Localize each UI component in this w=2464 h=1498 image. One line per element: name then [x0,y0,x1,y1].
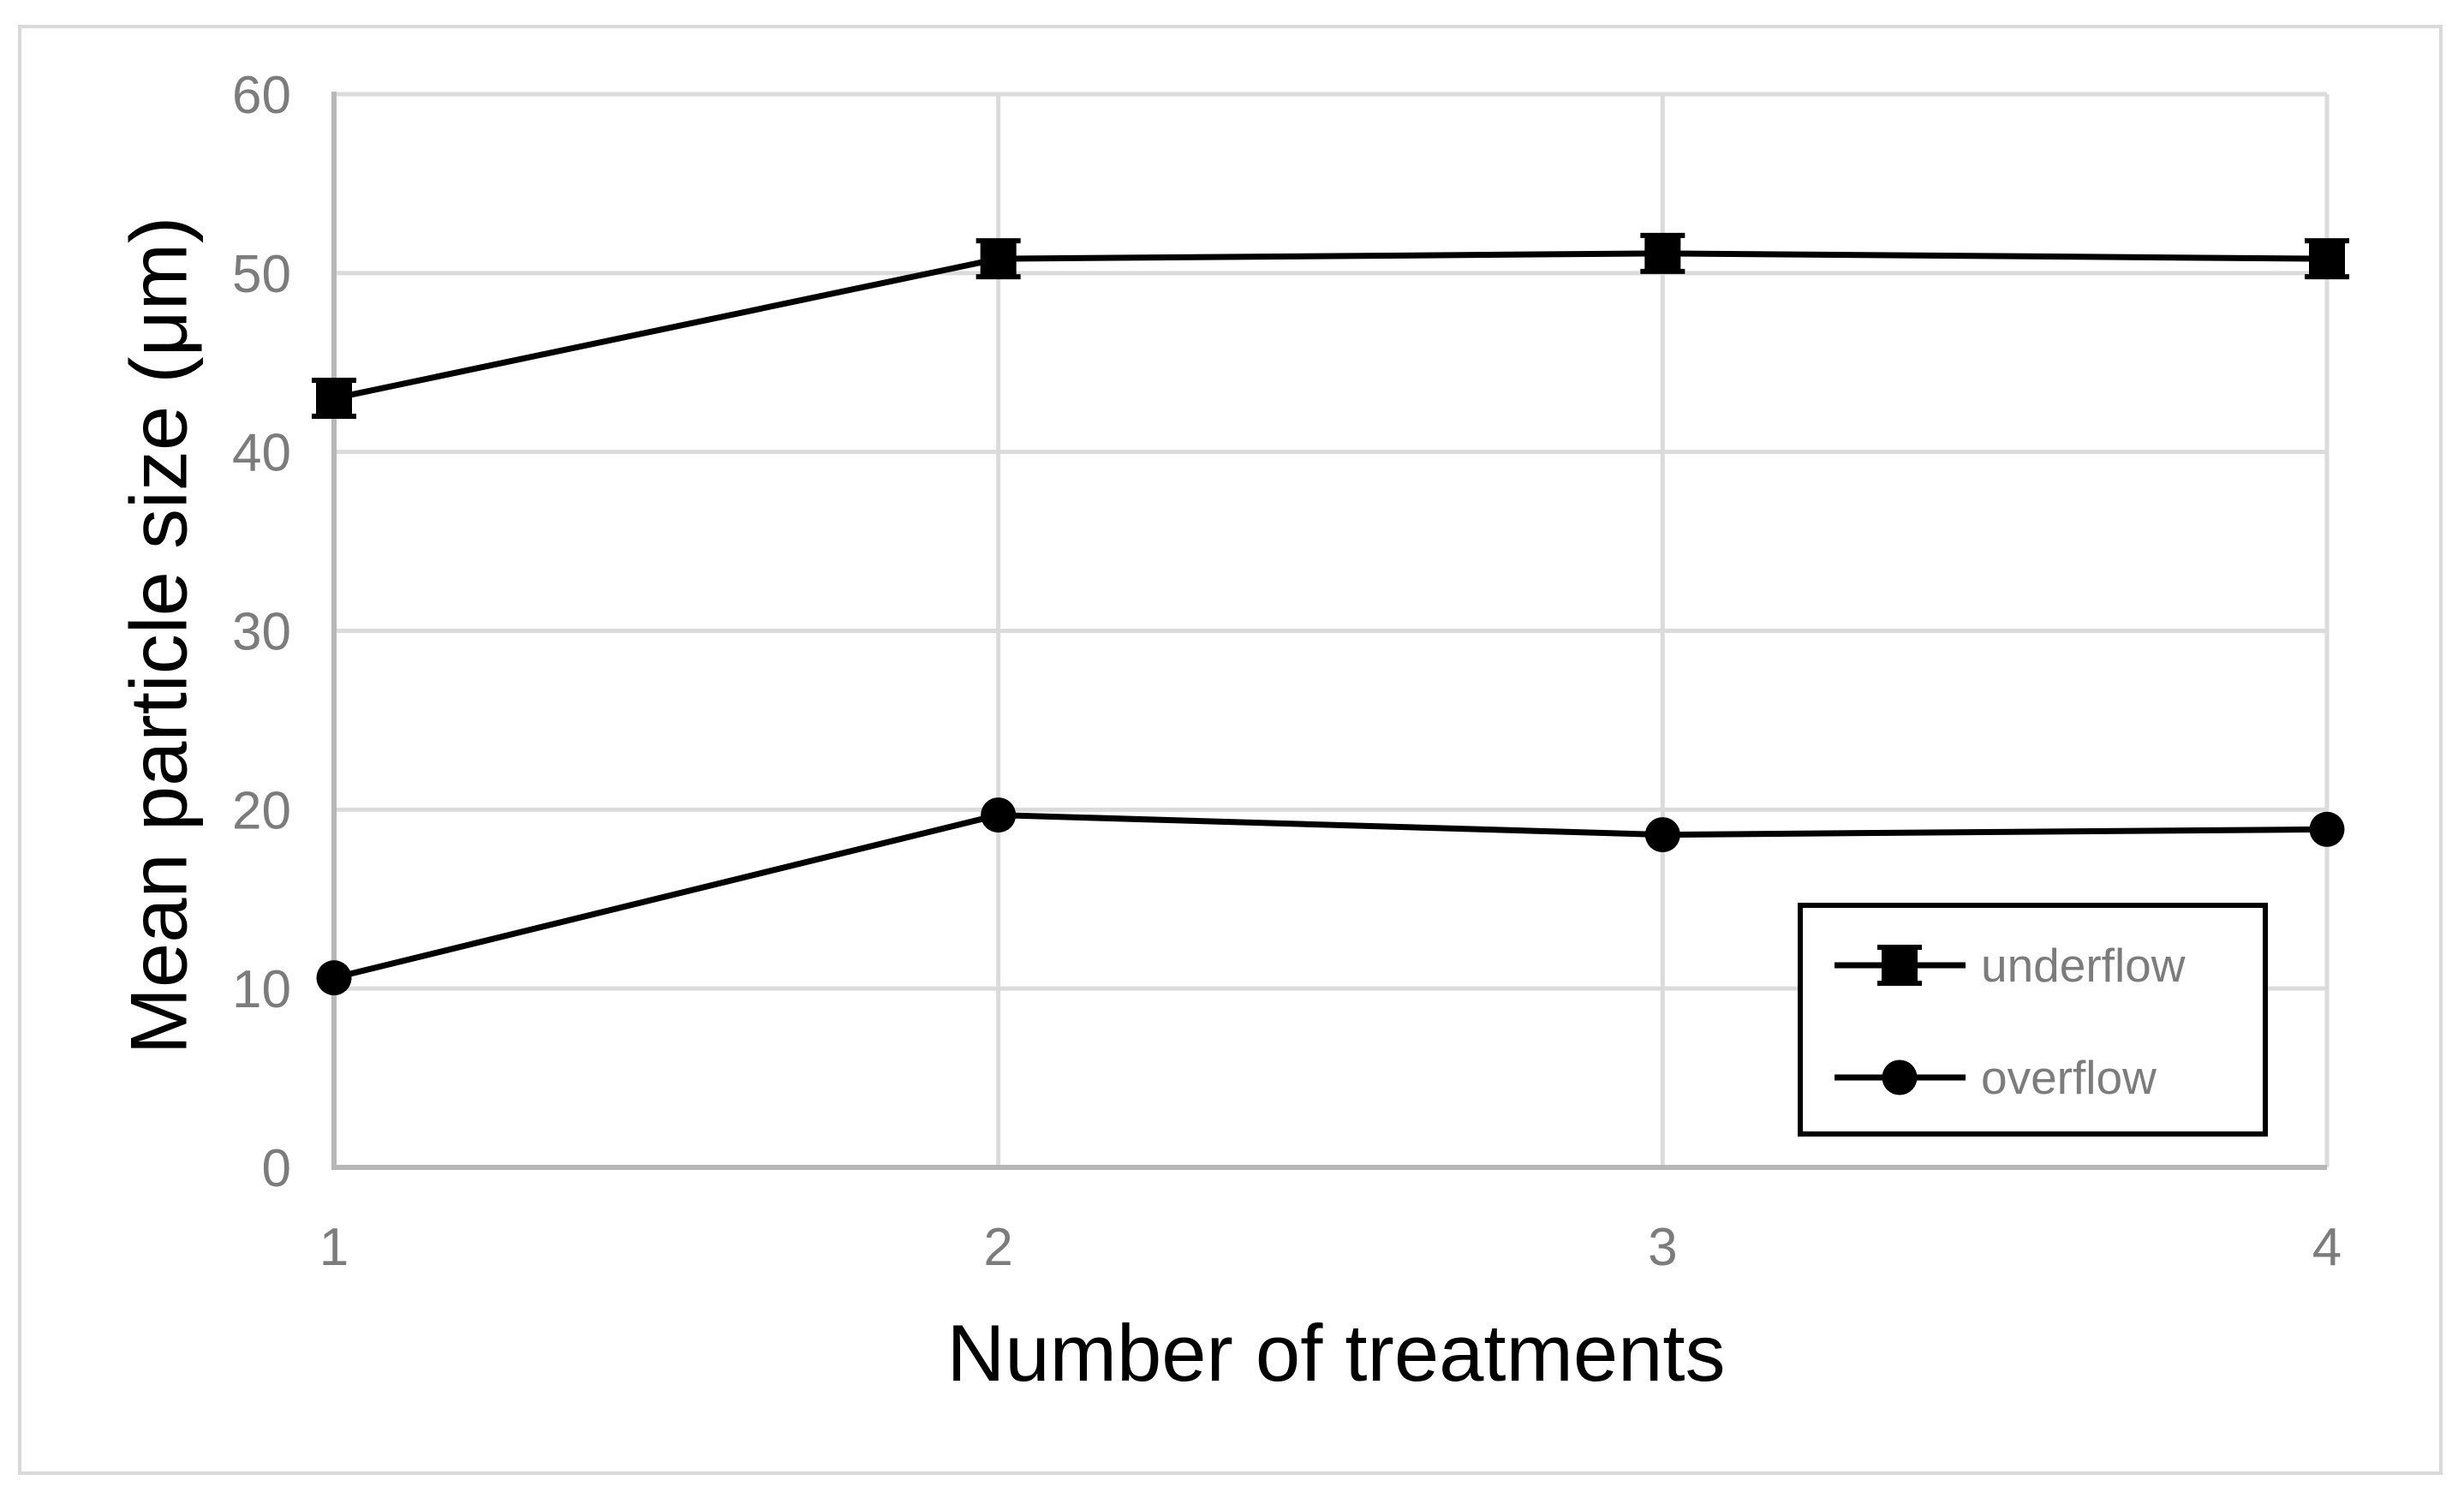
x-tick-label-2: 2 [983,1218,1012,1277]
legend-item-underflow: underflow [1835,939,2186,992]
legend-label-underflow: underflow [1981,939,2186,992]
marker-circle-legend-overflow-0 [1882,1059,1918,1095]
y-tick-label-50: 50 [232,245,291,304]
series-line-overflow [333,812,2328,982]
marker-square-underflow-3 [1644,235,1681,272]
marker-circle-overflow-4 [2309,811,2345,847]
tick-labels: 0 10 20 30 40 50 60 1 2 3 4 [232,66,2342,1277]
series-layer [312,232,2349,996]
marker-circle-overflow-3 [1644,817,1680,853]
legend-box [1798,903,2268,1137]
y-tick-label-40: 40 [232,424,291,483]
y-tick-label-60: 60 [232,66,291,125]
legend-item-overflow: overflow [1835,1051,2157,1104]
legend-items: underflow overflow [1835,939,2186,1104]
marker-square-underflow-2 [980,241,1017,278]
y-tick-label-30: 30 [232,603,291,662]
series-underflow [312,232,2349,420]
marker-circle-overflow-1 [316,960,352,996]
legend: underflow overflow [1798,903,2268,1137]
series-line-underflow [333,250,2328,402]
y-tick-label-20: 20 [232,781,291,840]
gridlines [334,92,2330,1167]
series-overflow [316,797,2345,996]
x-tick-label-3: 3 [1648,1218,1677,1277]
figure-border [18,25,2443,1475]
marker-square-legend-underflow-0 [1882,947,1918,983]
marker-square-underflow-1 [316,380,352,417]
y-tick-label-10: 10 [232,960,291,1019]
x-tick-label-4: 4 [2312,1218,2342,1277]
marker-square-underflow-4 [2309,241,2345,278]
x-axis-title: Number of treatments [946,1308,1725,1398]
y-tick-label-0: 0 [262,1139,291,1198]
legend-label-overflow: overflow [1981,1051,2157,1104]
marker-circle-overflow-2 [981,797,1017,833]
y-axis-title: Mean particle size (μm) [114,217,204,1055]
x-tick-label-1: 1 [319,1218,349,1277]
